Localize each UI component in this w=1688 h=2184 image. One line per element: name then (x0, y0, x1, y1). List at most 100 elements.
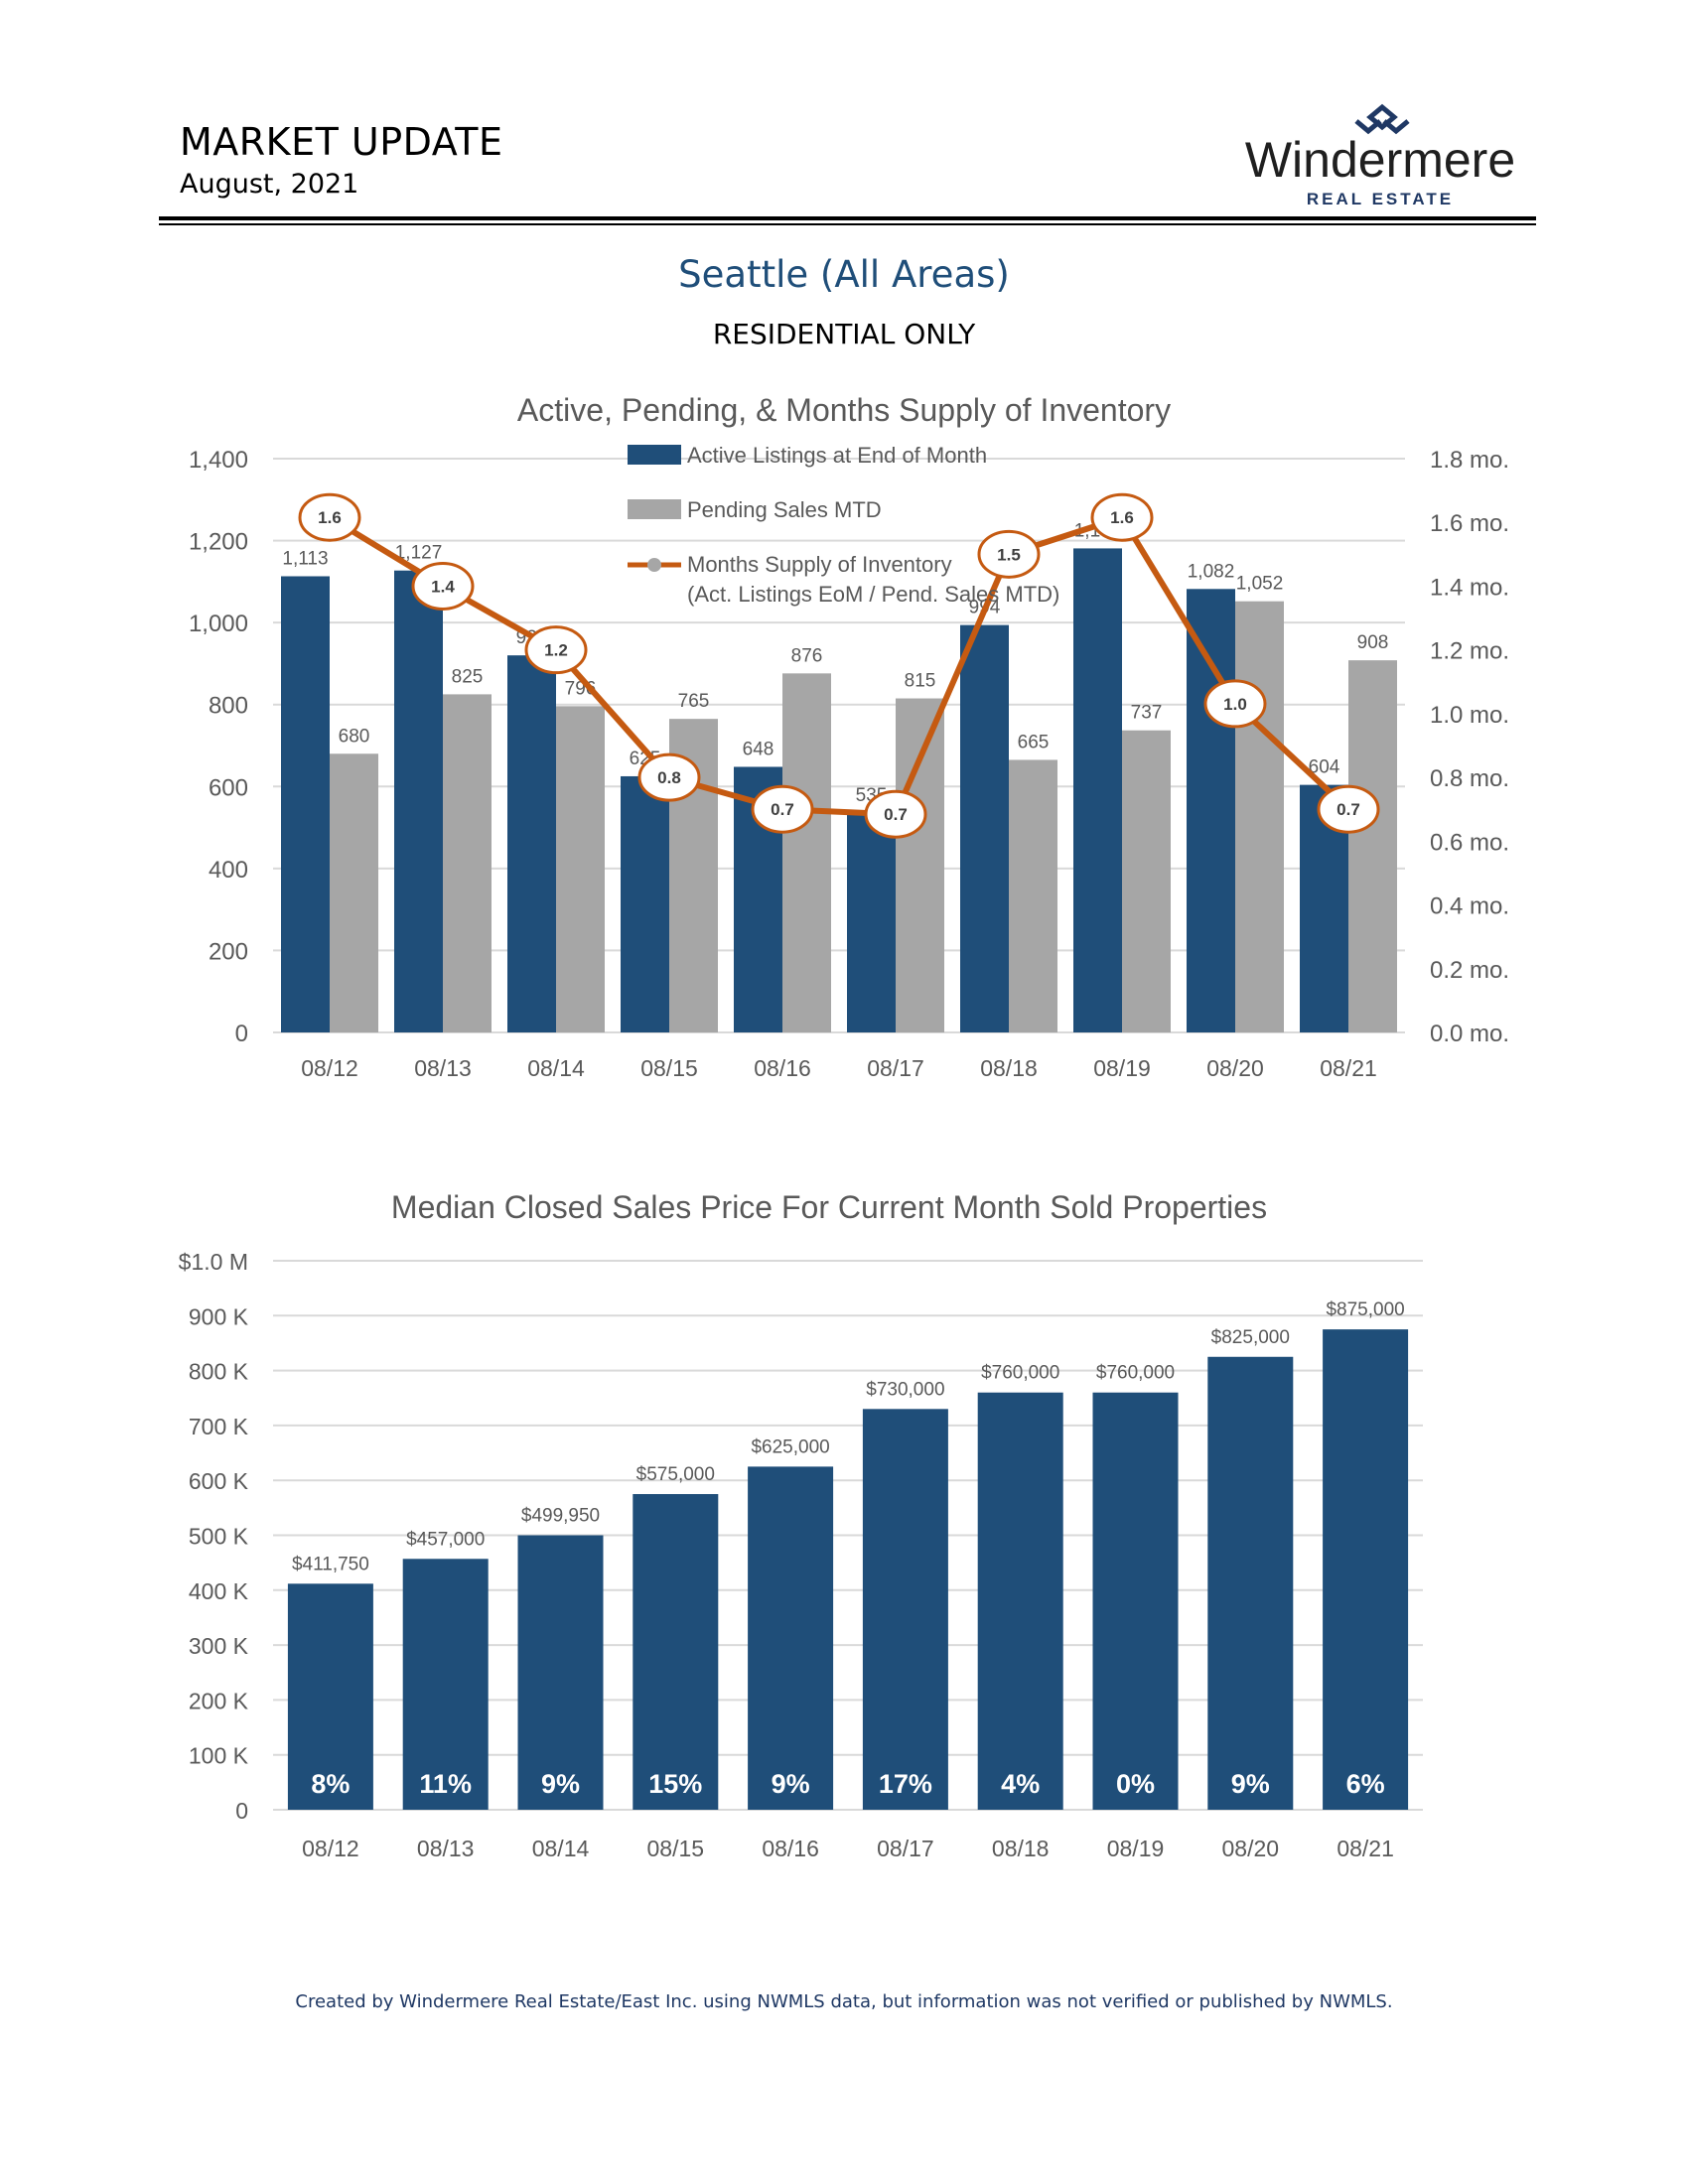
pending-value-label: 765 (678, 691, 710, 712)
pending-bar (556, 706, 605, 1032)
months-supply-marker (751, 784, 814, 834)
price-value-label: $457,000 (406, 1529, 485, 1550)
months-supply-marker (298, 492, 361, 542)
months-supply-label: 0.7 (884, 805, 908, 824)
pending-value-label: 815 (905, 671, 936, 692)
x-tick-label: 08/12 (301, 1055, 358, 1081)
y-tick-label: $1.0 M (179, 1249, 248, 1275)
y-right-tick-label: 0.2 mo. (1430, 957, 1509, 984)
y-tick-label: 600 K (189, 1468, 249, 1494)
x-tick-label: 08/13 (417, 1836, 475, 1861)
active-bar (1187, 589, 1235, 1032)
yoy-change-label: 8% (311, 1769, 350, 1799)
y-tick-label: 1,400 (189, 447, 248, 474)
y-right-tick-label: 0.6 mo. (1430, 829, 1509, 856)
header-rule (159, 216, 1536, 220)
pending-value-label: 876 (791, 645, 823, 666)
yoy-change-label: 11% (419, 1769, 472, 1799)
pending-bar (896, 698, 944, 1032)
price-bar (1323, 1329, 1409, 1810)
inventory-chart: Active, Pending, & Months Supply of Inve… (189, 392, 1509, 1081)
months-supply-marker (524, 625, 588, 675)
active-bar (960, 624, 1009, 1032)
months-supply-line (328, 514, 1351, 818)
y-right-tick-label: 1.4 mo. (1430, 574, 1509, 601)
region-title: Seattle (All Areas) (678, 253, 1010, 296)
active-bar (394, 570, 443, 1032)
y-tick-label: 800 (209, 693, 248, 720)
price-bar (402, 1559, 489, 1810)
price-bar (1092, 1392, 1179, 1810)
active-bar (621, 775, 669, 1032)
months-supply-label: 0.8 (657, 768, 681, 787)
x-tick-label: 08/17 (867, 1055, 924, 1081)
y-tick-label: 1,200 (189, 529, 248, 556)
active-bar (281, 576, 330, 1032)
price-value-label: $730,000 (866, 1379, 944, 1400)
y-tick-label: 0 (235, 1021, 248, 1047)
yoy-change-label: 4% (1001, 1769, 1040, 1799)
y-right-tick-label: 0.8 mo. (1430, 765, 1509, 792)
yoy-change-label: 9% (1231, 1769, 1270, 1799)
yoy-change-label: 6% (1346, 1769, 1385, 1799)
logo-subtitle: REAL ESTATE (1307, 190, 1454, 208)
months-supply-marker (411, 561, 475, 611)
price-value-label: $575,000 (636, 1464, 715, 1485)
x-tick-label: 08/14 (527, 1055, 585, 1081)
price-value-label: $625,000 (751, 1436, 829, 1457)
x-tick-label: 08/14 (532, 1836, 590, 1861)
legend-pending-label: Pending Sales MTD (687, 497, 882, 522)
price-bar (977, 1392, 1063, 1810)
months-supply-label: 1.5 (997, 545, 1021, 564)
months-supply-marker (637, 752, 701, 802)
pending-value-label: 737 (1131, 703, 1163, 724)
y-tick-label: 100 K (189, 1743, 249, 1769)
y-tick-label: 400 (209, 857, 248, 884)
months-supply-label: 1.4 (431, 577, 455, 596)
pending-bar (782, 673, 831, 1032)
y-right-tick-label: 1.6 mo. (1430, 510, 1509, 537)
y-tick-label: 0 (235, 1798, 248, 1824)
months-supply-marker (864, 789, 927, 839)
months-supply-label: 0.7 (771, 800, 794, 819)
pending-bar (1009, 759, 1057, 1032)
x-tick-label: 08/12 (302, 1836, 359, 1861)
pending-value-label: 680 (339, 726, 370, 747)
yoy-change-label: 15% (648, 1769, 702, 1799)
y-tick-label: 600 (209, 774, 248, 801)
price-bar (748, 1466, 834, 1810)
yoy-change-label: 9% (772, 1769, 810, 1799)
y-right-tick-label: 1.0 mo. (1430, 702, 1509, 729)
x-tick-label: 08/16 (762, 1836, 819, 1861)
price-bar (862, 1409, 948, 1810)
months-supply-label: 1.6 (1110, 508, 1134, 527)
x-tick-label: 08/17 (877, 1836, 934, 1861)
pending-bar (1122, 730, 1171, 1032)
y-right-tick-label: 1.2 mo. (1430, 638, 1509, 665)
price-value-label: $760,000 (981, 1363, 1059, 1384)
yoy-change-label: 0% (1116, 1769, 1155, 1799)
pending-value-label: 908 (1357, 632, 1389, 653)
active-bar (847, 813, 896, 1032)
logo-name: Windermere (1245, 132, 1515, 188)
months-supply-label: 1.2 (544, 641, 568, 660)
months-supply-label: 1.0 (1223, 695, 1247, 714)
windermere-logo: Windermere REAL ESTATE (1245, 103, 1515, 208)
price-bar (1207, 1356, 1294, 1810)
y-tick-label: 900 K (189, 1303, 249, 1329)
pending-value-label: 825 (452, 666, 484, 687)
y-tick-label: 1,000 (189, 611, 248, 637)
active-value-label: 1,127 (395, 543, 443, 564)
price-bar (633, 1494, 719, 1810)
price-value-label: $411,750 (292, 1554, 369, 1574)
y-right-tick-label: 1.8 mo. (1430, 447, 1509, 474)
legend-line-marker (647, 558, 661, 572)
months-supply-label: 1.6 (318, 508, 342, 527)
price-value-label: $760,000 (1096, 1363, 1175, 1384)
y-tick-label: 500 K (189, 1524, 249, 1550)
x-tick-label: 08/20 (1206, 1055, 1264, 1081)
pending-value-label: 665 (1018, 732, 1050, 752)
months-supply-marker (977, 529, 1041, 579)
pending-value-label: 1,052 (1236, 574, 1284, 595)
report-title: MARKET UPDATE (180, 120, 503, 164)
